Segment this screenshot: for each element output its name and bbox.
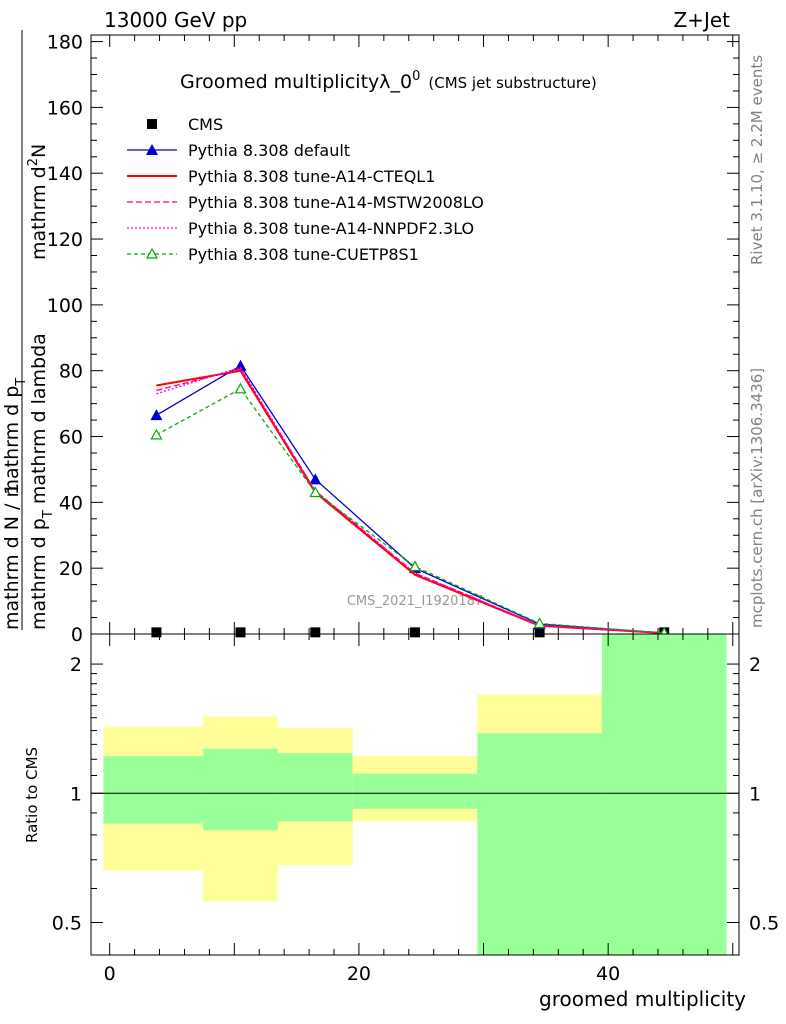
main-y-tick-label: 40 <box>59 492 83 514</box>
ratio-y-tick-label-right: 1 <box>749 783 761 805</box>
data-point <box>235 627 246 638</box>
data-point <box>234 382 247 394</box>
ratio-x-tick-label: 20 <box>347 963 371 985</box>
main-y-tick-label: 20 <box>59 558 83 580</box>
main-y-tick-label: 0 <box>71 624 83 646</box>
legend-label: Pythia 8.308 tune-A14-NNPDF2.3LO <box>188 219 474 238</box>
y-label-prefix: mathrm d N / mathrm d pT <box>1 378 29 630</box>
ratio-x-ticks: 0 20 40 <box>104 634 734 985</box>
main-y-tick-label: 100 <box>47 295 83 317</box>
chart-title: Groomed multiplicityλ_00 (CMS jet substru… <box>180 69 597 93</box>
ratio-band-inner <box>352 773 478 809</box>
data-point <box>534 627 545 638</box>
header-left: 13000 GeV pp <box>104 8 247 32</box>
ratio-y-tick-label: 2 <box>70 654 82 676</box>
data-point <box>150 428 163 440</box>
series-line <box>156 387 665 634</box>
data-point <box>410 627 420 638</box>
x-axis-label: groomed multiplicity <box>539 987 746 1011</box>
main-y-tick-label: 60 <box>59 427 83 449</box>
header-right: Z+Jet <box>673 8 730 32</box>
ratio-x-tick-label: 40 <box>596 963 620 985</box>
ratio-band-inner <box>601 634 727 955</box>
legend-entry: Pythia 8.308 tune-A14-NNPDF2.3LO <box>127 219 474 238</box>
series <box>156 366 665 634</box>
ratio-band-inner <box>103 756 204 824</box>
watermark: CMS_2021_I1920187 <box>347 594 483 609</box>
ratio-band-inner <box>277 753 353 822</box>
legend-entry: Pythia 8.308 tune-CUETP8S1 <box>127 245 419 264</box>
main-y-tick-label: 80 <box>59 361 83 383</box>
main-y-tick-label: 140 <box>47 163 83 185</box>
data-point <box>150 409 163 421</box>
data-point <box>309 486 322 498</box>
legend-label: Pythia 8.308 default <box>188 141 350 160</box>
data-point <box>151 627 162 638</box>
legend-label: CMS <box>188 115 223 134</box>
ratio-band-inner <box>203 748 278 831</box>
legend-entry: Pythia 8.308 tune-A14-MSTW2008LO <box>127 193 484 212</box>
main-y-tick-label: 180 <box>47 32 83 54</box>
rivet-label: Rivet 3.1.10, ≥ 2.2M events <box>748 55 766 265</box>
y-label-one: 1 <box>1 483 23 495</box>
data-point <box>533 617 546 629</box>
ratio-panel: 0.5 0.5 1 1 2 2 0 20 40 Ratio to CMS groomed mu… <box>23 633 779 1011</box>
series <box>150 382 671 638</box>
legend-entry: Pythia 8.308 default <box>127 141 350 160</box>
mcplots-label: mcplots.cern.ch [arXiv:1306.3436] <box>748 368 766 628</box>
data-point <box>145 247 159 259</box>
data-point <box>309 473 322 485</box>
main-panel: CMS_2021_I1920187 0 20 40 60 80 100 120 140 160 1… <box>47 32 740 646</box>
main-series <box>150 359 671 639</box>
legend: CMS Pythia 8.308 default Pythia 8.308 tune… <box>127 115 484 264</box>
main-y-ticks: 0 20 40 60 80 100 120 140 160 180 <box>47 32 739 646</box>
series-line <box>156 364 665 634</box>
data-point <box>147 119 157 129</box>
ratio-y-tick-label: 0.5 <box>52 912 82 934</box>
data-point <box>146 144 158 155</box>
ratio-y-tick-label-right: 2 <box>749 654 761 676</box>
ratio-x-tick-label: 0 <box>104 963 116 985</box>
data-point <box>408 560 422 572</box>
data-point <box>310 627 321 638</box>
main-y-tick-label: 160 <box>47 97 83 119</box>
y-label-denominator: mathrm d2N <box>26 144 50 260</box>
ratio-y-label: Ratio to CMS <box>23 747 41 843</box>
legend-entry: CMS <box>147 115 223 134</box>
ratio-band-inner <box>477 733 602 955</box>
ratio-y-ticks: 0.5 0.5 1 1 2 2 <box>52 654 779 934</box>
legend-label: Pythia 8.308 tune-CUETP8S1 <box>188 245 419 264</box>
ratio-bands <box>103 634 727 955</box>
main-y-label: mathrm d N / mathrm d pT 1 mathrm d pT m… <box>1 30 56 630</box>
legend-entry: Pythia 8.308 tune-A14-CTEQL1 <box>127 167 435 186</box>
series-line <box>156 366 665 634</box>
y-label-numerator: mathrm d pT mathrm d lambda <box>28 333 56 630</box>
ratio-y-tick-label: 1 <box>70 783 82 805</box>
main-x-ticks <box>109 35 734 634</box>
main-y-tick-label: 120 <box>47 229 83 251</box>
legend-label: Pythia 8.308 tune-A14-MSTW2008LO <box>188 193 484 212</box>
legend-label: Pythia 8.308 tune-A14-CTEQL1 <box>188 167 435 186</box>
ratio-frame <box>90 633 740 956</box>
ratio-y-tick-label-right: 0.5 <box>749 912 779 934</box>
